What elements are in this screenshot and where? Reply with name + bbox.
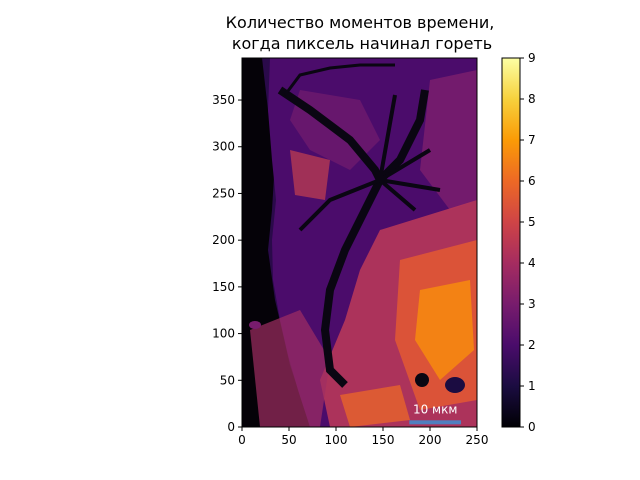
colorbar-tick-label: 1 bbox=[528, 379, 536, 393]
y-tick-label: 250 bbox=[212, 186, 235, 200]
y-tick-label: 150 bbox=[212, 280, 235, 294]
x-tick-label: 100 bbox=[325, 433, 348, 447]
colorbar bbox=[501, 57, 521, 428]
x-tick-label: 50 bbox=[281, 433, 296, 447]
colorbar-tick-label: 3 bbox=[528, 297, 536, 311]
y-tick-label: 50 bbox=[220, 373, 235, 387]
x-tick-label: 200 bbox=[419, 433, 442, 447]
y-tick-label: 0 bbox=[227, 420, 235, 434]
chart-title-line-1: Количество моментов времени, bbox=[226, 13, 495, 32]
y-tick-label: 200 bbox=[212, 233, 235, 247]
colorbar-tick-label: 7 bbox=[528, 133, 536, 147]
x-tick-label: 250 bbox=[466, 433, 489, 447]
colorbar-tick-label: 5 bbox=[528, 215, 536, 229]
colorbar-tick-label: 6 bbox=[528, 174, 536, 188]
y-axis: 0 50 100 150 200 250 300 350 bbox=[212, 93, 242, 434]
y-tick-label: 300 bbox=[212, 140, 235, 154]
scale-bar-label: 10 мкм bbox=[413, 402, 457, 416]
x-tick-label: 0 bbox=[238, 433, 246, 447]
y-tick-label: 350 bbox=[212, 93, 235, 107]
colorbar-tick-label: 9 bbox=[528, 51, 536, 65]
heatmap-image bbox=[242, 58, 477, 427]
colorbar-tick-label: 4 bbox=[528, 256, 536, 270]
scale-bar-line bbox=[409, 420, 462, 425]
colorbar-tick-label: 8 bbox=[528, 92, 536, 106]
plot-frame bbox=[241, 57, 478, 428]
colorbar-tick-label: 0 bbox=[528, 420, 536, 434]
y-tick-label: 100 bbox=[212, 327, 235, 341]
x-tick-label: 150 bbox=[372, 433, 395, 447]
chart-title-line-2: когда пиксель начинал гореть bbox=[232, 34, 492, 53]
x-axis: 0 50 100 150 200 250 bbox=[238, 427, 488, 447]
scale-bar: 10 мкм bbox=[409, 402, 462, 425]
colorbar-axis: 0 1 2 3 4 5 6 7 8 9 bbox=[520, 51, 536, 434]
colorbar-tick-label: 2 bbox=[528, 338, 536, 352]
